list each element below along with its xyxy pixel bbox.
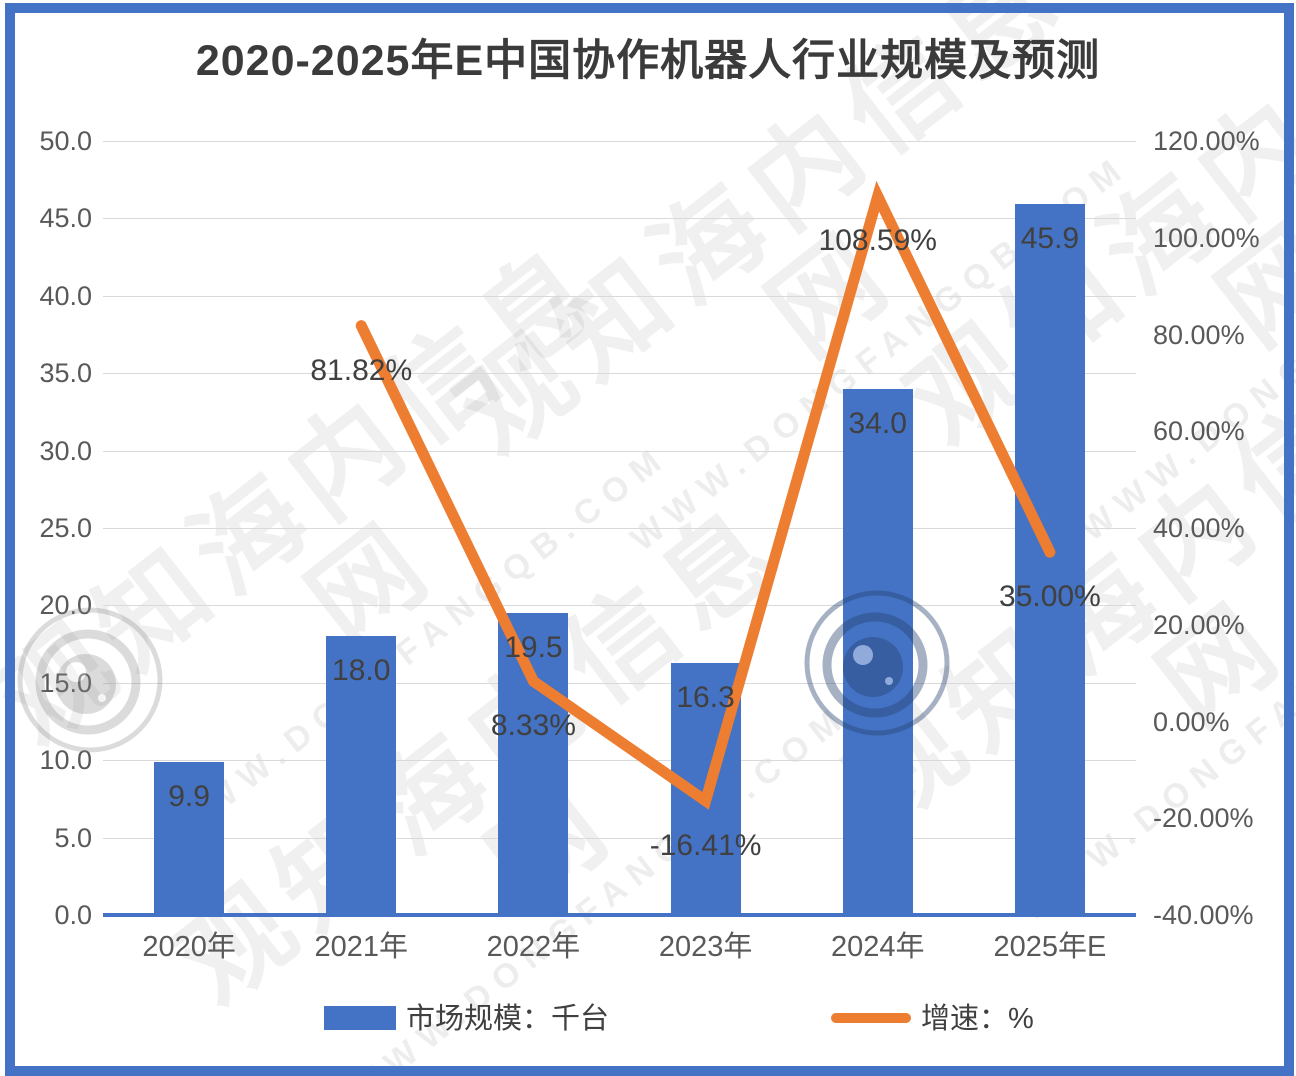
bar-value-label: 9.9: [168, 779, 210, 813]
right-axis-tick: 20.00%: [1153, 609, 1245, 640]
bar-value-label: 16.3: [676, 680, 735, 714]
bar-2025年E: [1014, 204, 1085, 915]
x-axis-baseline: [103, 913, 1136, 917]
line-value-label: -16.41%: [649, 828, 762, 862]
right-axis-tick: 60.00%: [1153, 416, 1245, 447]
bar-2020年: [154, 761, 225, 915]
x-axis-label-2024年: 2024年: [830, 931, 925, 963]
right-axis-tick: 80.00%: [1153, 319, 1245, 350]
legend-bar-label: 市场规模：千台: [406, 1003, 610, 1035]
gridline: [103, 528, 1136, 529]
right-axis-tick: -40.00%: [1153, 900, 1254, 930]
gridline: [103, 218, 1136, 220]
legend-line-label: 增速：%: [921, 1003, 1034, 1035]
gridline: [103, 760, 1136, 762]
legend-bar-swatch: [324, 1006, 396, 1030]
right-axis-tick: 120.00%: [1153, 126, 1260, 156]
gridline: [103, 837, 1136, 839]
gridline: [103, 141, 1136, 142]
bar-2021年: [326, 636, 397, 915]
x-axis-label-2023年: 2023年: [658, 931, 753, 963]
right-axis-tick: 40.00%: [1153, 513, 1245, 543]
x-axis-label-2025年E: 2025年E: [993, 931, 1107, 963]
legend-line-swatch: [831, 1013, 911, 1023]
left-axis-tick: 25.0: [39, 513, 92, 543]
chart-title: 2020-2025年E中国协作机器人行业规模及预测: [195, 37, 1101, 85]
gridline: [103, 373, 1136, 375]
right-axis-tick: -20.00%: [1153, 803, 1254, 834]
line-value-label: 108.59%: [818, 224, 937, 258]
gridline: [103, 605, 1136, 607]
x-axis-label-2021年: 2021年: [314, 931, 408, 963]
left-axis-tick: 20.0: [39, 590, 92, 621]
bar-value-label: 19.5: [504, 631, 563, 665]
growth-line-path: [355, 180, 1056, 810]
left-axis-tick: 35.0: [39, 358, 92, 389]
x-axis-label-2020年: 2020年: [142, 931, 236, 963]
left-axis-tick: 0.0: [54, 900, 92, 930]
gridline: [103, 682, 1136, 684]
gridline: [103, 295, 1136, 297]
left-axis-tick: 45.0: [39, 203, 92, 234]
bar-value-label: 18.0: [332, 654, 391, 688]
gridline: [103, 450, 1136, 452]
left-axis-tick: 40.0: [39, 280, 92, 311]
bar-value-label: 45.9: [1020, 222, 1080, 256]
line-value-label: 81.82%: [310, 353, 413, 387]
line-value-label: 8.33%: [490, 709, 576, 743]
bar-value-label: 34.0: [848, 406, 907, 440]
left-axis-tick: 10.0: [39, 745, 92, 776]
bar-2024年: [842, 388, 913, 915]
right-axis-tick: 0.00%: [1153, 706, 1230, 737]
left-axis-tick: 15.0: [39, 667, 92, 698]
left-axis-tick: 30.0: [39, 435, 92, 466]
left-axis-tick: 50.0: [39, 126, 92, 156]
bar-2022年: [498, 613, 569, 915]
line-value-label: 35.00%: [999, 580, 1101, 614]
left-axis-tick: 5.0: [54, 822, 92, 853]
right-axis-tick: 100.00%: [1153, 222, 1260, 253]
x-axis-label-2022年: 2022年: [486, 931, 581, 963]
